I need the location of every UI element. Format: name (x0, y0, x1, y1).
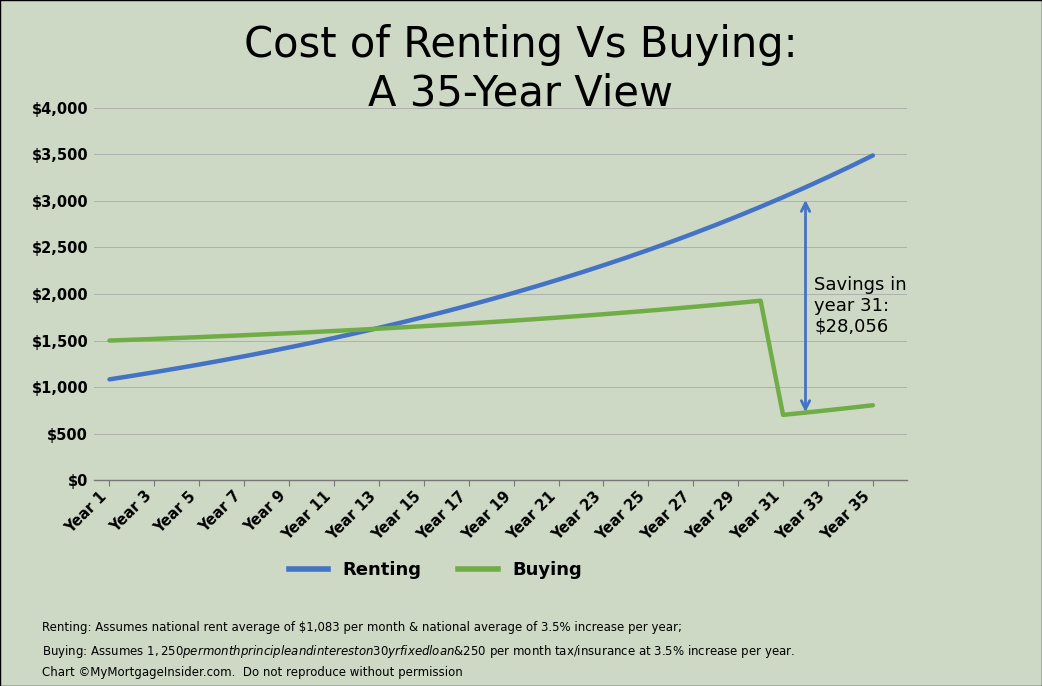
Renting (731, 212, 744, 220)
Buying (395, 323, 407, 331)
Renting (507, 289, 520, 297)
Text: Chart ©MyMortgageInsider.com.  Do not reproduce without permission: Chart ©MyMortgageInsider.com. Do not rep… (42, 666, 463, 679)
Buying (260, 330, 273, 338)
Buying (620, 309, 632, 317)
Buying (282, 329, 295, 338)
Buying (754, 296, 767, 305)
Buying (665, 305, 677, 313)
Renting (710, 221, 722, 229)
Buying (731, 298, 744, 307)
Renting (238, 352, 250, 360)
Renting (418, 313, 430, 321)
Buying (575, 311, 588, 320)
Renting (328, 334, 341, 342)
Renting (575, 268, 588, 276)
Buying (193, 333, 205, 341)
Buying (529, 315, 542, 323)
Line: Renting: Renting (109, 156, 873, 379)
Renting (844, 163, 857, 171)
Renting (665, 238, 677, 246)
Text: Buying: Assumes $1,250 per month principle and interest on 30 yr fixed loan & $2: Buying: Assumes $1,250 per month princip… (42, 643, 794, 661)
Renting (776, 193, 789, 201)
Buying (799, 408, 812, 416)
Buying (822, 406, 835, 414)
Renting (597, 261, 610, 270)
Buying (440, 321, 452, 329)
Renting (282, 343, 295, 351)
Renting (103, 375, 116, 383)
Buying (418, 322, 430, 330)
Renting (171, 364, 183, 372)
Buying (305, 328, 318, 336)
Buying (485, 318, 497, 326)
Renting (126, 372, 139, 380)
Renting (687, 229, 699, 237)
Renting (754, 202, 767, 211)
Buying (507, 316, 520, 324)
Text: Renting: Assumes national rent average of $1,083 per month & national average of: Renting: Assumes national rent average o… (42, 621, 681, 634)
Renting (395, 318, 407, 327)
Buying (844, 403, 857, 412)
Renting (620, 254, 632, 262)
Buying (373, 324, 386, 333)
Renting (373, 324, 386, 332)
Text: Savings in
year 31:
$28,056: Savings in year 31: $28,056 (815, 276, 908, 336)
Renting (463, 301, 475, 309)
Renting (799, 183, 812, 191)
Buying (710, 300, 722, 309)
Buying (148, 335, 160, 343)
Renting (822, 173, 835, 181)
Buying (126, 335, 139, 344)
Buying (238, 331, 250, 340)
Renting (485, 295, 497, 303)
Buying (103, 336, 116, 344)
Buying (776, 411, 789, 419)
Buying (463, 320, 475, 328)
Buying (552, 314, 565, 322)
Renting (305, 339, 318, 347)
Buying (597, 310, 610, 318)
Renting (867, 152, 879, 160)
Buying (687, 303, 699, 311)
Text: Cost of Renting Vs Buying:: Cost of Renting Vs Buying: (244, 24, 798, 66)
Renting (216, 356, 228, 364)
Renting (552, 276, 565, 284)
Renting (350, 329, 363, 337)
Renting (440, 307, 452, 316)
Renting (260, 348, 273, 356)
Renting (193, 360, 205, 368)
Renting (529, 282, 542, 290)
Buying (328, 327, 341, 335)
Legend: Renting, Buying: Renting, Buying (279, 552, 591, 589)
Line: Buying: Buying (109, 300, 873, 415)
Buying (171, 334, 183, 342)
Renting (642, 246, 654, 254)
Buying (642, 307, 654, 315)
Text: A 35-Year View: A 35-Year View (369, 72, 673, 114)
Buying (350, 326, 363, 334)
Buying (216, 332, 228, 340)
Renting (148, 368, 160, 377)
Buying (867, 401, 879, 410)
